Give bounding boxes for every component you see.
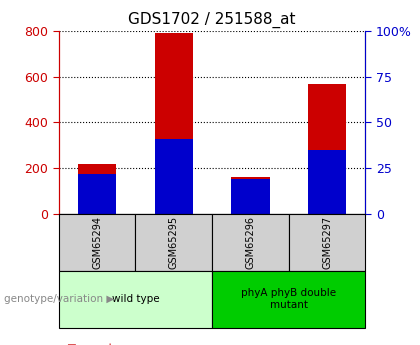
Text: GSM65295: GSM65295 — [169, 216, 179, 269]
Text: ■  count: ■ count — [67, 344, 113, 345]
Text: GSM65297: GSM65297 — [322, 216, 332, 269]
Bar — [231, 177, 270, 214]
Text: wild type: wild type — [112, 294, 159, 304]
Bar — [78, 174, 116, 214]
Bar — [308, 83, 346, 214]
Bar — [155, 33, 193, 214]
Bar — [78, 164, 116, 214]
Title: GDS1702 / 251588_at: GDS1702 / 251588_at — [129, 12, 296, 28]
Bar — [308, 150, 346, 214]
Bar — [155, 139, 193, 214]
Bar — [231, 179, 270, 214]
Text: phyA phyB double
mutant: phyA phyB double mutant — [241, 288, 336, 310]
Text: GSM65294: GSM65294 — [92, 216, 102, 269]
Text: GSM65296: GSM65296 — [245, 216, 255, 269]
Text: genotype/variation ▶: genotype/variation ▶ — [4, 294, 115, 304]
